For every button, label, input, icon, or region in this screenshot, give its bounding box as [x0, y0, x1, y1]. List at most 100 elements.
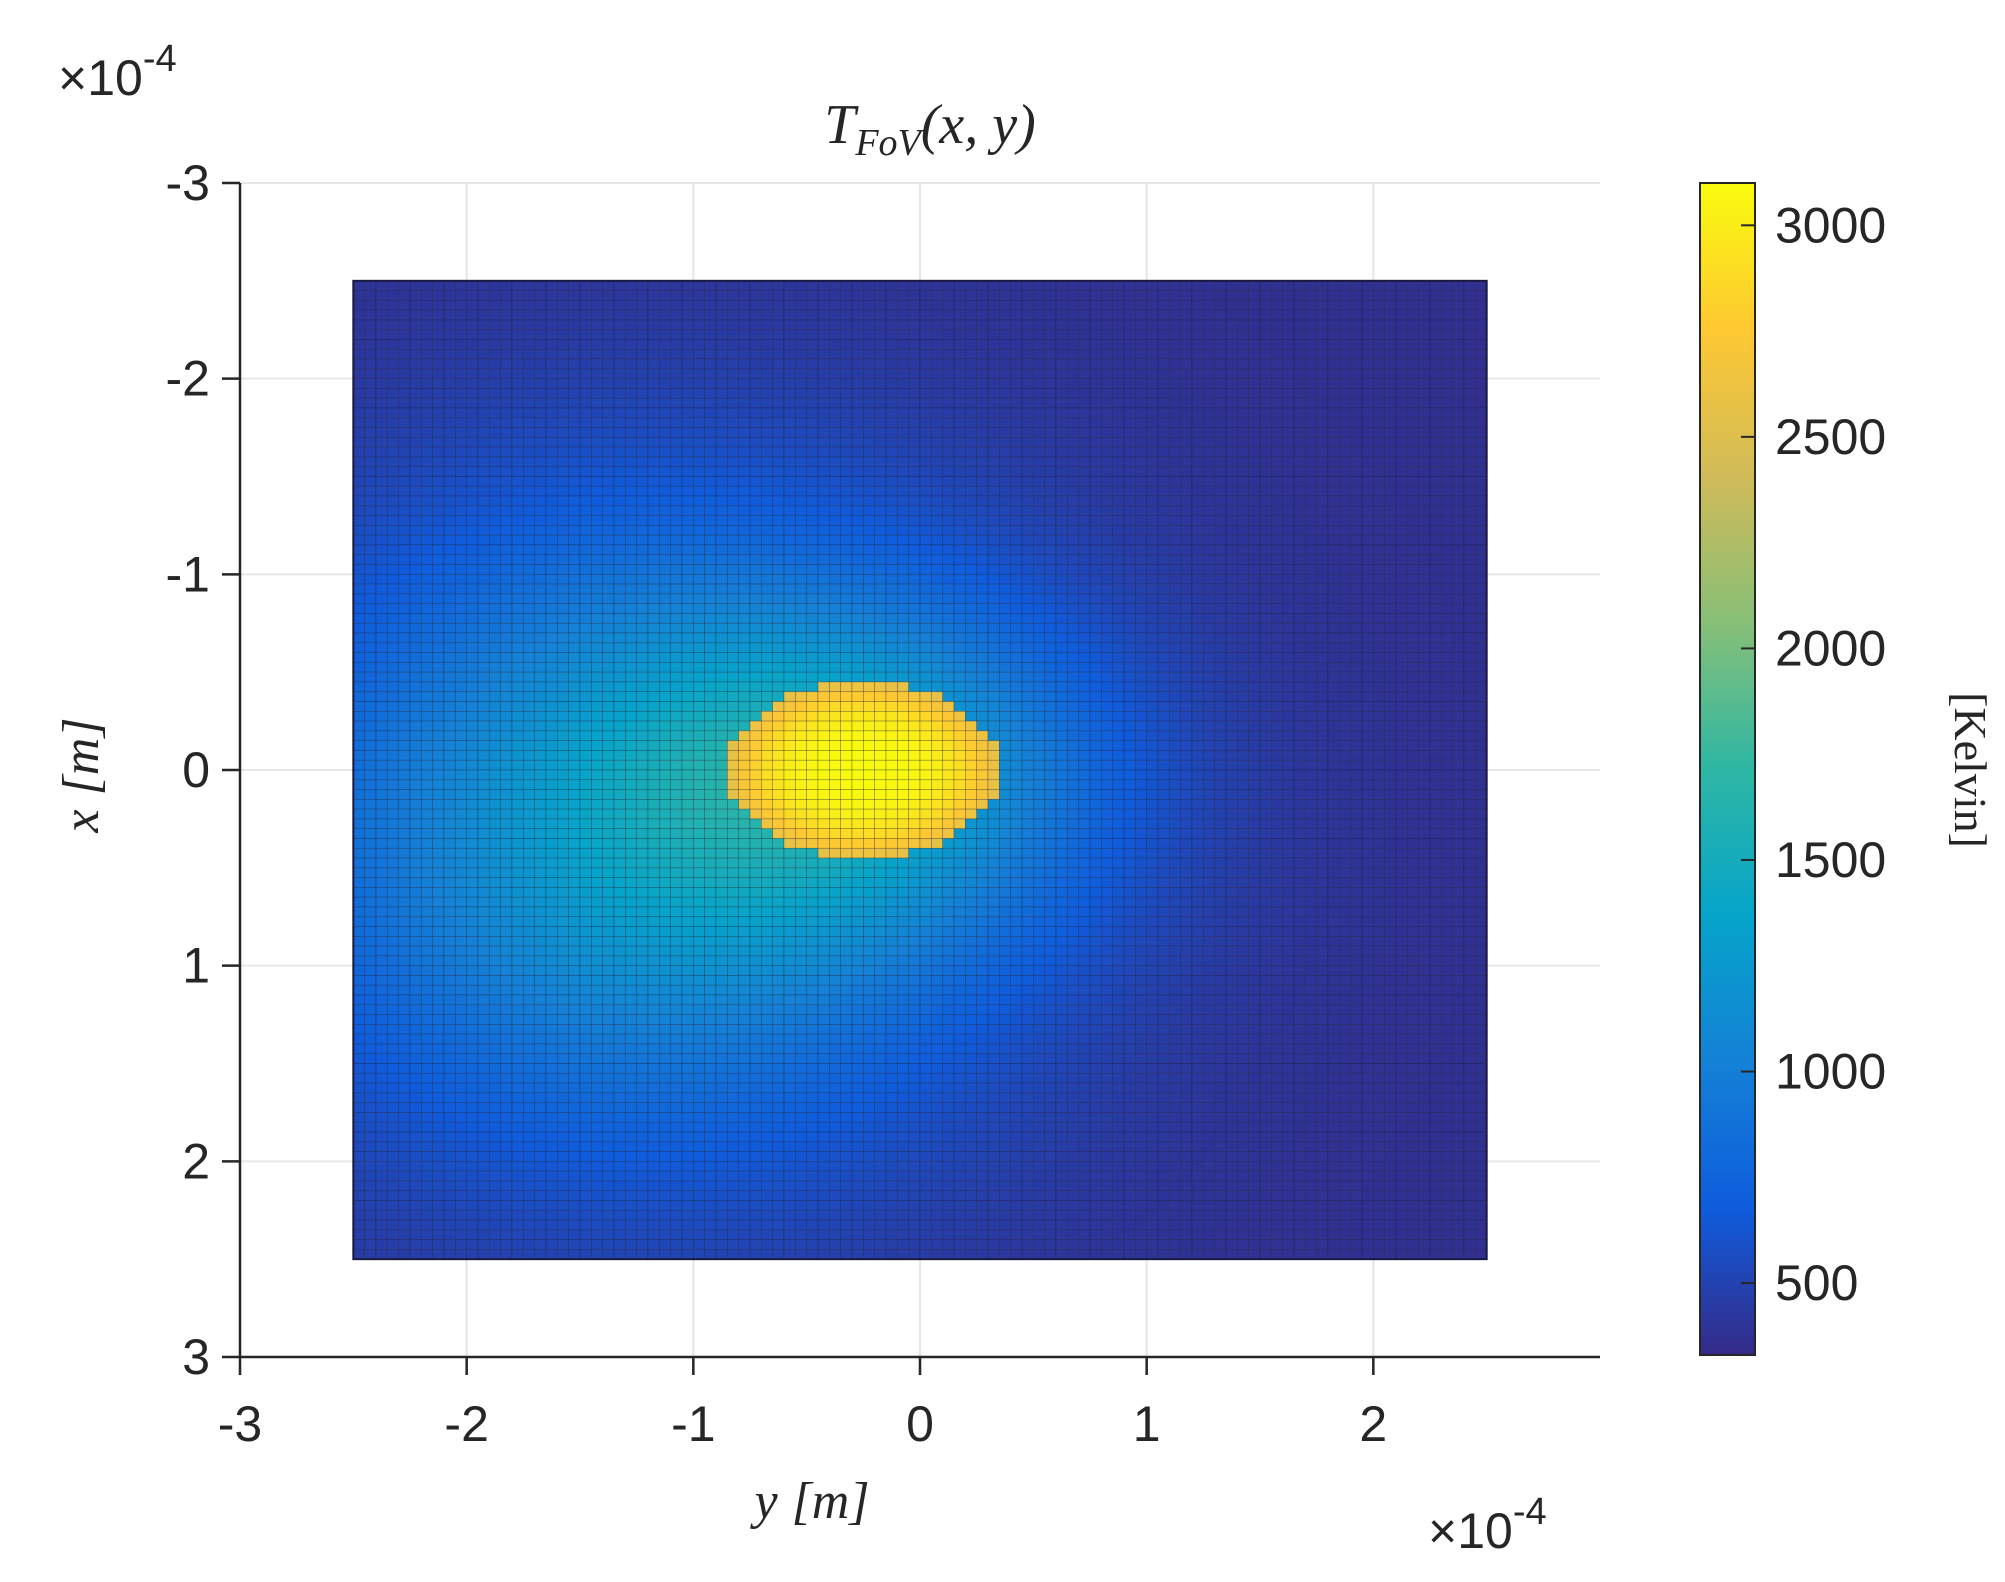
field-cell	[682, 359, 693, 369]
field-cell	[727, 741, 738, 751]
field-cell	[659, 897, 670, 907]
field-cell	[523, 1093, 534, 1103]
field-cell	[852, 858, 863, 868]
field-cell	[648, 1122, 659, 1132]
field-cell	[591, 682, 602, 692]
field-cell	[716, 711, 727, 721]
field-cell	[603, 310, 614, 320]
field-cell	[478, 1152, 489, 1162]
field-cell	[535, 780, 546, 790]
field-cell	[421, 379, 432, 389]
field-cell	[671, 1220, 682, 1230]
field-cell	[535, 858, 546, 868]
field-cell	[671, 809, 682, 819]
field-cell	[557, 780, 568, 790]
field-cell	[841, 428, 852, 438]
field-cell	[886, 623, 897, 633]
field-cell	[523, 1103, 534, 1113]
field-cell	[716, 1054, 727, 1064]
field-cell	[365, 359, 376, 369]
field-cell	[410, 447, 421, 457]
field-cell	[648, 819, 659, 829]
field-cell	[557, 398, 568, 408]
field-cell	[614, 428, 625, 438]
field-cell	[580, 1249, 591, 1259]
field-cell	[739, 1054, 750, 1064]
field-cell	[648, 995, 659, 1005]
field-cell	[625, 907, 636, 917]
field-cell	[376, 790, 387, 800]
field-cell	[433, 369, 444, 379]
field-cell	[478, 1073, 489, 1083]
field-cell	[909, 829, 920, 839]
field-cell	[818, 349, 829, 359]
field-cell	[365, 594, 376, 604]
field-cell	[739, 1220, 750, 1230]
field-cell	[909, 711, 920, 721]
field-cell	[682, 1044, 693, 1054]
field-cell	[693, 868, 704, 878]
field-cell	[671, 447, 682, 457]
field-cell	[773, 1034, 784, 1044]
field-cell	[523, 946, 534, 956]
field-cell	[489, 477, 500, 487]
field-cell	[784, 330, 795, 340]
field-cell	[353, 584, 364, 594]
field-cell	[580, 1112, 591, 1122]
field-cell	[886, 643, 897, 653]
field-cell	[739, 1044, 750, 1054]
field-cell	[569, 300, 580, 310]
field-cell	[886, 1249, 897, 1259]
field-cell	[501, 555, 512, 565]
field-cell	[761, 437, 772, 447]
field-cell	[637, 887, 648, 897]
field-cell	[671, 750, 682, 760]
field-cell	[659, 1015, 670, 1025]
field-cell	[659, 1230, 670, 1240]
field-cell	[739, 1230, 750, 1240]
field-cell	[512, 1220, 523, 1230]
field-cell	[682, 1210, 693, 1220]
field-cell	[399, 672, 410, 682]
field-cell	[807, 525, 818, 535]
field-cell	[523, 868, 534, 878]
field-cell	[501, 545, 512, 555]
field-cell	[818, 584, 829, 594]
field-cell	[897, 1181, 908, 1191]
field-cell	[467, 1191, 478, 1201]
field-cell	[603, 731, 614, 741]
field-cell	[433, 555, 444, 565]
field-cell	[625, 1112, 636, 1122]
field-cell	[648, 643, 659, 653]
field-cell	[648, 799, 659, 809]
field-cell	[478, 858, 489, 868]
field-cell	[399, 760, 410, 770]
field-cell	[829, 1171, 840, 1181]
field-cell	[716, 780, 727, 790]
field-cell	[705, 408, 716, 418]
field-cell	[795, 594, 806, 604]
field-cell	[546, 1249, 557, 1259]
field-cell	[569, 447, 580, 457]
field-cell	[784, 349, 795, 359]
field-cell	[410, 359, 421, 369]
field-cell	[671, 1191, 682, 1201]
field-cell	[365, 721, 376, 731]
field-cell	[863, 1093, 874, 1103]
field-cell	[603, 545, 614, 555]
field-cell	[410, 711, 421, 721]
field-cell	[353, 1044, 364, 1054]
field-cell	[795, 1171, 806, 1181]
field-cell	[478, 653, 489, 663]
field-cell	[353, 447, 364, 457]
field-cell	[841, 819, 852, 829]
field-cell	[807, 936, 818, 946]
field-cell	[750, 731, 761, 741]
field-cell	[399, 1132, 410, 1142]
field-cell	[512, 1249, 523, 1259]
field-cell	[467, 398, 478, 408]
field-cell	[489, 1200, 500, 1210]
field-cell	[682, 653, 693, 663]
field-cell	[433, 760, 444, 770]
field-cell	[569, 506, 580, 516]
